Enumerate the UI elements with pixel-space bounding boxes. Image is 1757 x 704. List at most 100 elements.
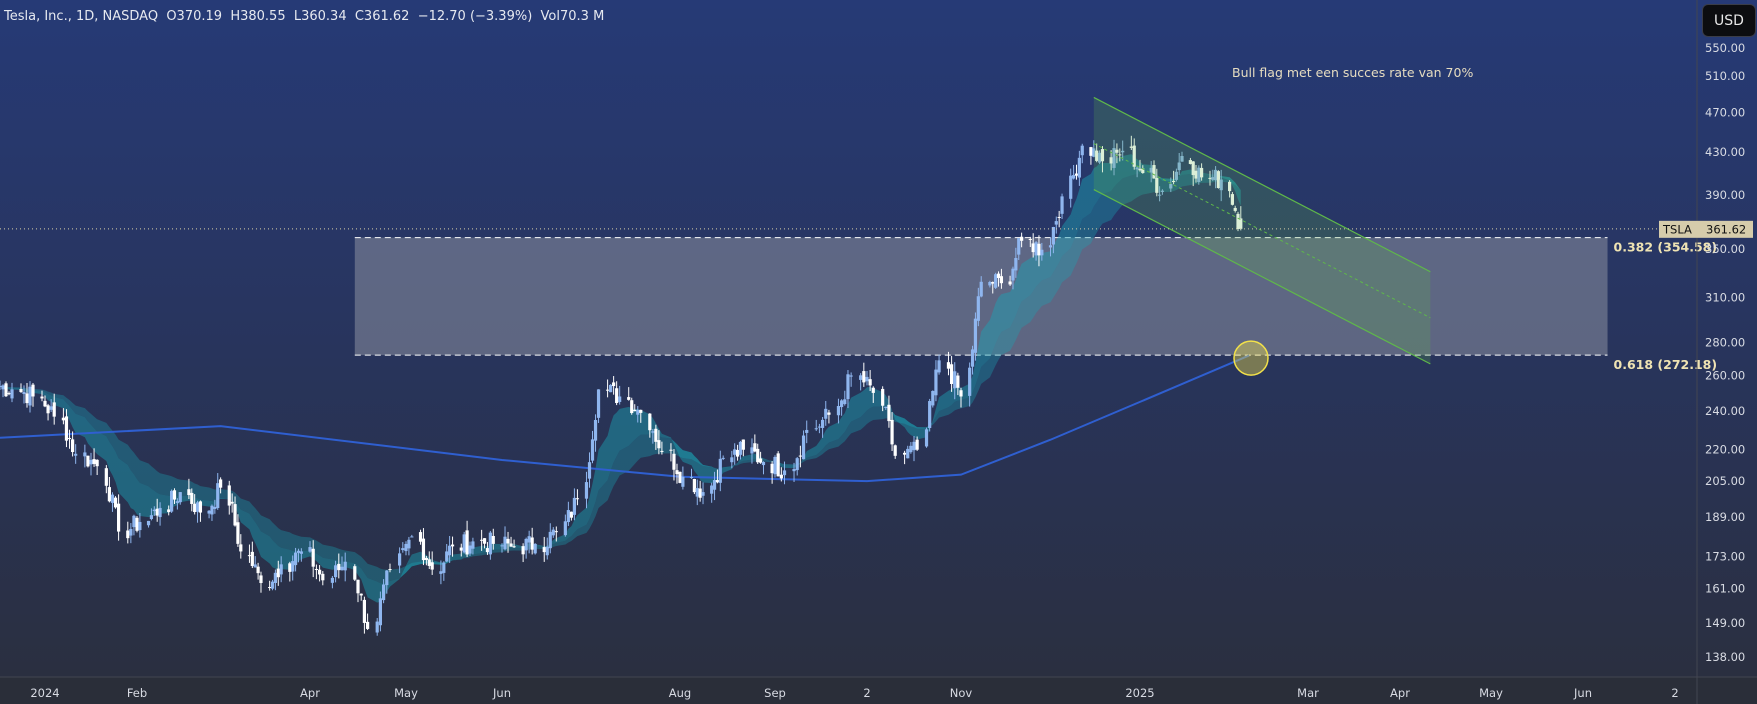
candle xyxy=(198,500,203,522)
candle xyxy=(1135,166,1139,178)
candle-body xyxy=(618,396,622,402)
candle-body xyxy=(291,561,295,572)
candle-body xyxy=(236,522,240,544)
candle-body xyxy=(385,570,389,586)
candle xyxy=(999,268,1004,289)
candle xyxy=(750,438,754,464)
candle xyxy=(953,362,957,400)
candle xyxy=(421,528,426,566)
symbol-legend: Tesla, Inc., 1D, NASDAQ O370.19 H380.55 … xyxy=(4,9,604,24)
candle xyxy=(40,390,44,402)
candle xyxy=(672,449,676,481)
candle-body xyxy=(356,579,360,594)
candle xyxy=(404,541,408,556)
candle-body xyxy=(657,440,661,449)
candle xyxy=(633,404,637,412)
candle xyxy=(1233,205,1237,213)
candle xyxy=(862,362,866,387)
candle-body xyxy=(1051,227,1055,245)
candle-body xyxy=(250,551,254,566)
candle-body xyxy=(660,450,664,452)
time-tick-label: Sep xyxy=(764,686,786,700)
candle xyxy=(817,423,822,434)
candle-body xyxy=(1115,149,1119,153)
candle-body xyxy=(931,390,935,406)
candle-body xyxy=(64,416,69,441)
candle xyxy=(46,403,50,421)
flag-channel xyxy=(1093,97,1431,364)
candle-body xyxy=(1228,181,1232,192)
currency-button[interactable]: USD xyxy=(1702,4,1756,37)
candle-body xyxy=(718,458,722,483)
candle-body xyxy=(792,469,796,472)
candle-body xyxy=(1129,146,1133,148)
candle-body xyxy=(175,501,179,503)
candle xyxy=(792,462,796,482)
candle-body xyxy=(146,520,151,526)
last-price-badge xyxy=(1697,220,1753,238)
candle-body xyxy=(615,388,619,403)
candle-body xyxy=(946,362,951,369)
candle-body xyxy=(158,507,162,518)
candle xyxy=(488,530,492,560)
candle-body xyxy=(110,494,115,503)
candle-body xyxy=(480,539,484,541)
candle-body xyxy=(738,441,743,455)
candle xyxy=(1080,143,1084,164)
candle-body xyxy=(527,536,531,543)
candle xyxy=(718,450,722,492)
candle-body xyxy=(421,538,426,561)
candle-body xyxy=(1112,148,1116,168)
candle-body xyxy=(471,541,475,549)
candle-body xyxy=(733,449,737,455)
candle-body xyxy=(1097,152,1102,163)
candle-body xyxy=(113,497,118,508)
candle xyxy=(1,384,5,398)
candle xyxy=(334,560,338,583)
candle xyxy=(259,571,263,593)
candle-body xyxy=(912,441,916,451)
candle xyxy=(824,400,828,426)
candle xyxy=(138,512,142,538)
time-tick-label: Feb xyxy=(127,686,147,700)
candle xyxy=(378,591,382,632)
candle xyxy=(67,429,72,449)
price-tick-label: 510.00 xyxy=(1705,69,1745,83)
candle-body xyxy=(695,488,699,497)
candle xyxy=(1188,157,1192,165)
candle-body xyxy=(545,546,549,556)
candle-body xyxy=(909,445,913,453)
candle-body xyxy=(4,383,8,397)
candle-body xyxy=(207,510,211,514)
candle xyxy=(279,556,283,583)
candle xyxy=(253,556,257,568)
candle-body xyxy=(1011,268,1015,281)
candle-body xyxy=(554,531,558,533)
candle xyxy=(554,526,558,542)
candle xyxy=(884,406,888,410)
candle xyxy=(293,547,298,572)
candle xyxy=(1069,168,1073,208)
candle xyxy=(827,409,831,424)
candle-body xyxy=(468,545,472,554)
candle-body xyxy=(187,489,191,496)
candle-body xyxy=(593,419,598,441)
time-tick-label: Apr xyxy=(1390,686,1410,700)
candle-body xyxy=(509,543,513,547)
candle xyxy=(1174,168,1178,182)
candle xyxy=(1191,161,1195,187)
time-tick-label: Nov xyxy=(950,686,973,700)
candle xyxy=(590,430,595,464)
candle-body xyxy=(49,406,53,410)
candle-body xyxy=(698,488,702,498)
candle xyxy=(308,541,312,553)
candle xyxy=(276,560,280,586)
candle-body xyxy=(288,563,292,572)
candle-body xyxy=(672,453,676,470)
candle xyxy=(566,501,570,526)
candle-body xyxy=(1191,161,1195,176)
candle-body xyxy=(1060,196,1064,214)
candle-body xyxy=(462,534,466,553)
candle-body xyxy=(485,548,490,553)
